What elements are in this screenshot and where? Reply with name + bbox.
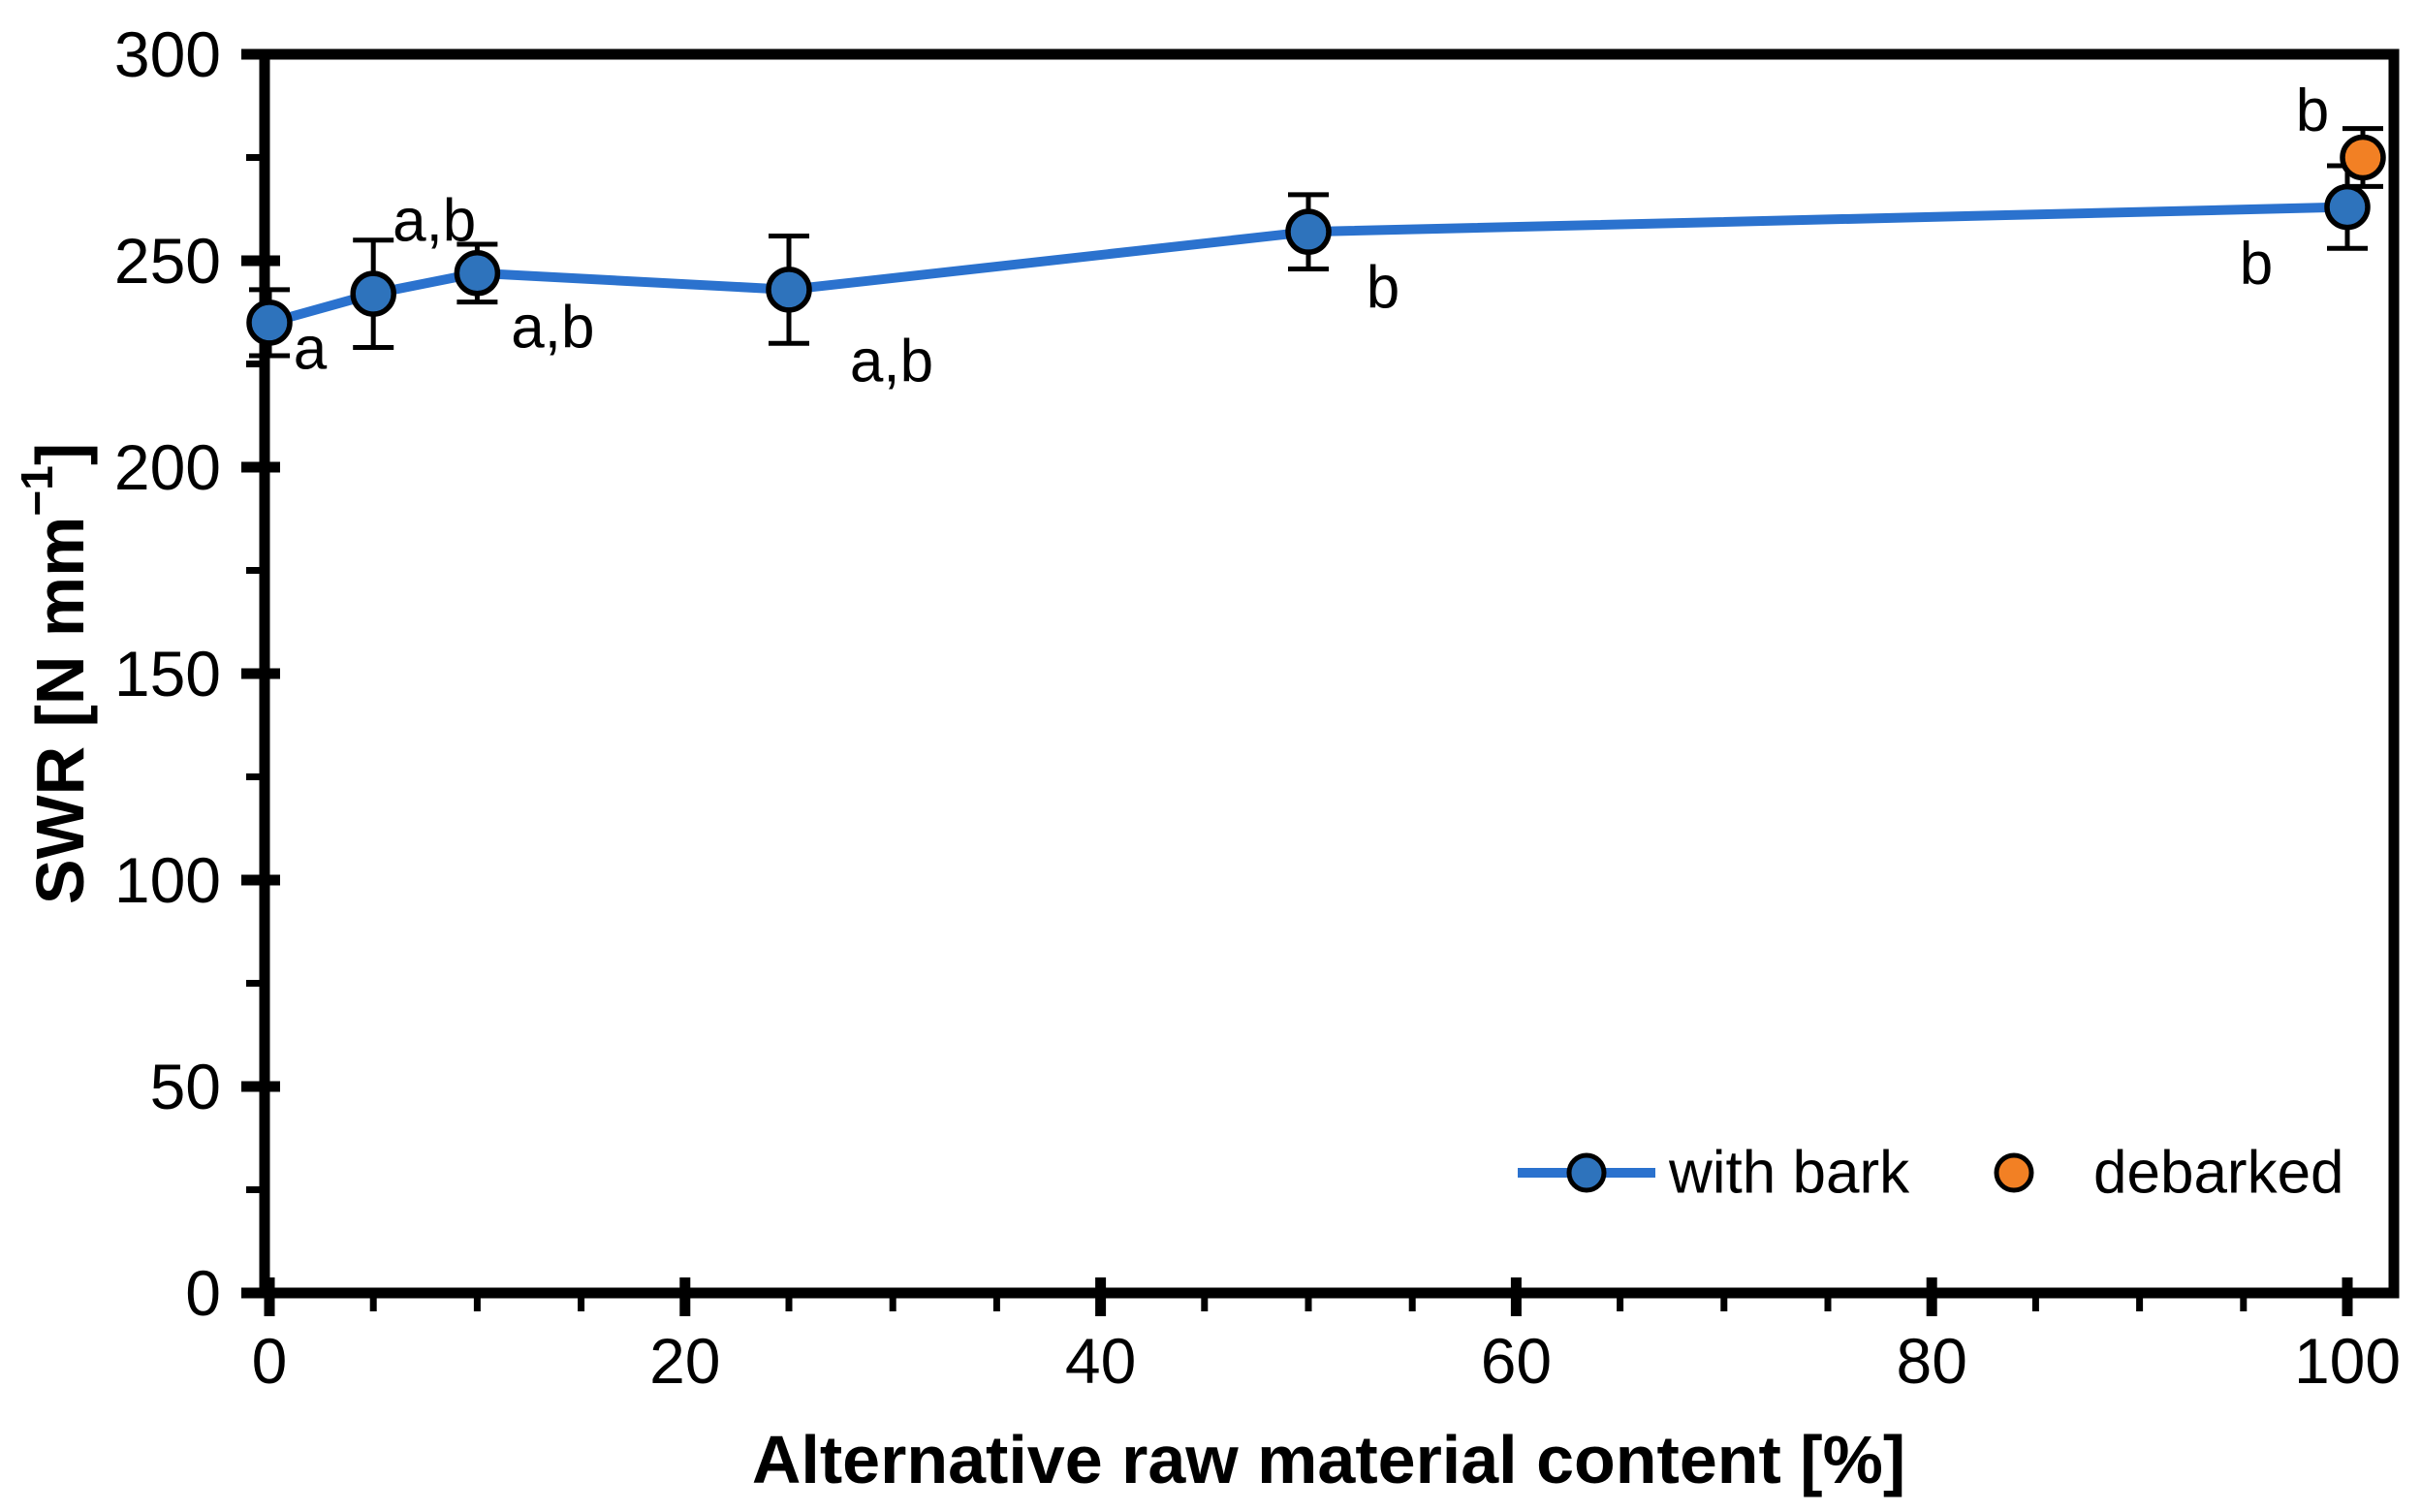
legend-with-bark-marker [1566,1152,1607,1193]
significance-label: a [294,315,328,382]
series-debarked [2340,134,2386,181]
y-axis-title: SWR [N mm−1] [12,443,98,904]
legend-debarked-marker [1994,1152,2034,1193]
legend-with-bark-label: with bark [1668,1140,1910,1207]
x-tick-label: 40 [1065,1325,1136,1397]
significance-label: b [2296,78,2329,144]
significance-label: a,b [850,328,933,394]
significance-labels: a a,b a,b a,b b b b [294,78,2329,394]
significance-label: b [2240,231,2273,298]
y-tick-label: 150 [114,638,221,709]
debarked-data-point [2340,134,2386,181]
y-tick-label: 300 [114,18,221,90]
x-tick-label: 0 [252,1325,288,1397]
with-bark-data-point [1285,208,1332,255]
x-tick-label: 100 [2294,1325,2401,1397]
significance-label: a,b [393,188,476,255]
with-bark-data-point [350,270,396,317]
x-axis: 0 20 40 60 80 100 [252,1277,2401,1397]
y-tick-label: 0 [185,1257,221,1329]
x-tick-label: 80 [1896,1325,1966,1397]
significance-label: b [1367,255,1399,322]
x-tick-label: 20 [649,1325,720,1397]
with-bark-data-point [246,299,293,346]
y-tick-label: 100 [114,844,221,916]
with-bark-data-point [2324,183,2371,231]
series-with-bark [246,183,2371,346]
legend: with bark debarked [1518,1140,2344,1207]
with-bark-data-point [454,250,501,297]
y-axis: 0 50 100 150 200 250 300 [114,18,280,1329]
x-tick-label: 60 [1481,1325,1552,1397]
x-axis-title: Alternative raw material content [%] [752,1422,1905,1497]
y-tick-label: 250 [114,225,221,297]
with-bark-data-point [766,267,812,313]
y-tick-label: 50 [150,1051,221,1122]
legend-debarked-label: debarked [2093,1140,2344,1207]
y-tick-label: 200 [114,431,221,503]
significance-label: a,b [511,294,594,361]
